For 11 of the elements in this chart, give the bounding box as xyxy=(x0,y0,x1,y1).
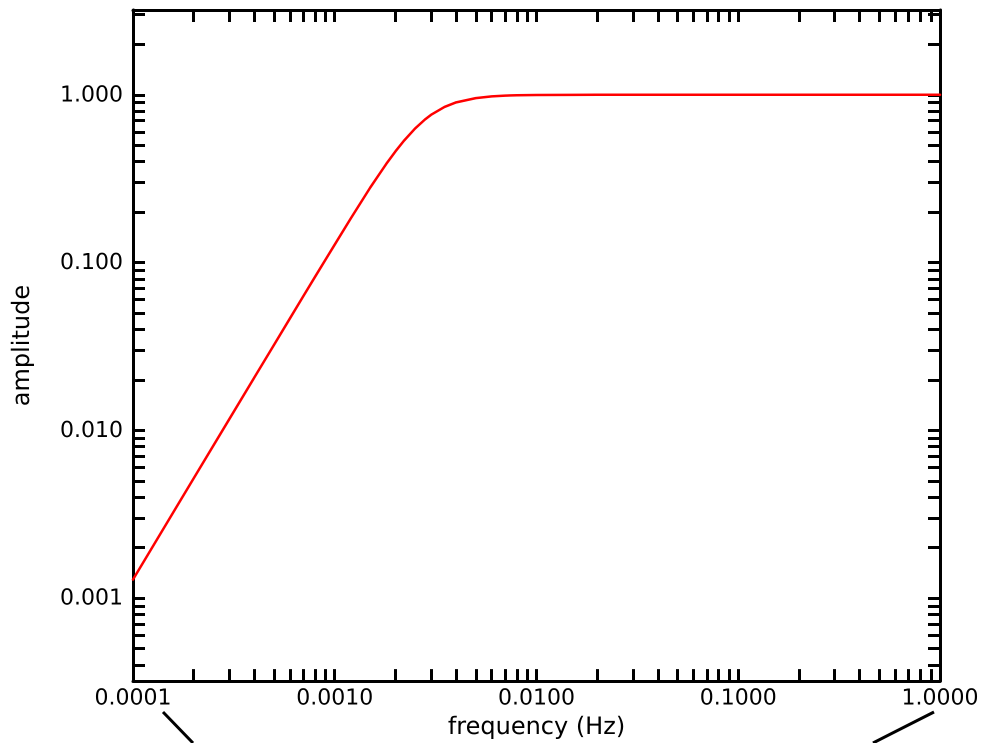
x-tick-label: 0.0100 xyxy=(498,686,575,711)
y-axis-title: amplitude xyxy=(7,284,35,406)
y-tick-label: 0.100 xyxy=(60,250,123,276)
y-tick-label: 0.010 xyxy=(60,418,123,443)
x-tick-label: 0.0001 xyxy=(94,686,172,711)
x-axis-title: frequency (Hz) xyxy=(448,712,626,740)
x-tick-label: 0.0010 xyxy=(296,686,374,711)
x-tick-label: 1.0000 xyxy=(902,686,978,711)
x-tick-label: 0.1000 xyxy=(700,686,777,711)
y-tick-label: 0.001 xyxy=(60,586,123,611)
y-tick-label: 1.000 xyxy=(60,82,123,108)
